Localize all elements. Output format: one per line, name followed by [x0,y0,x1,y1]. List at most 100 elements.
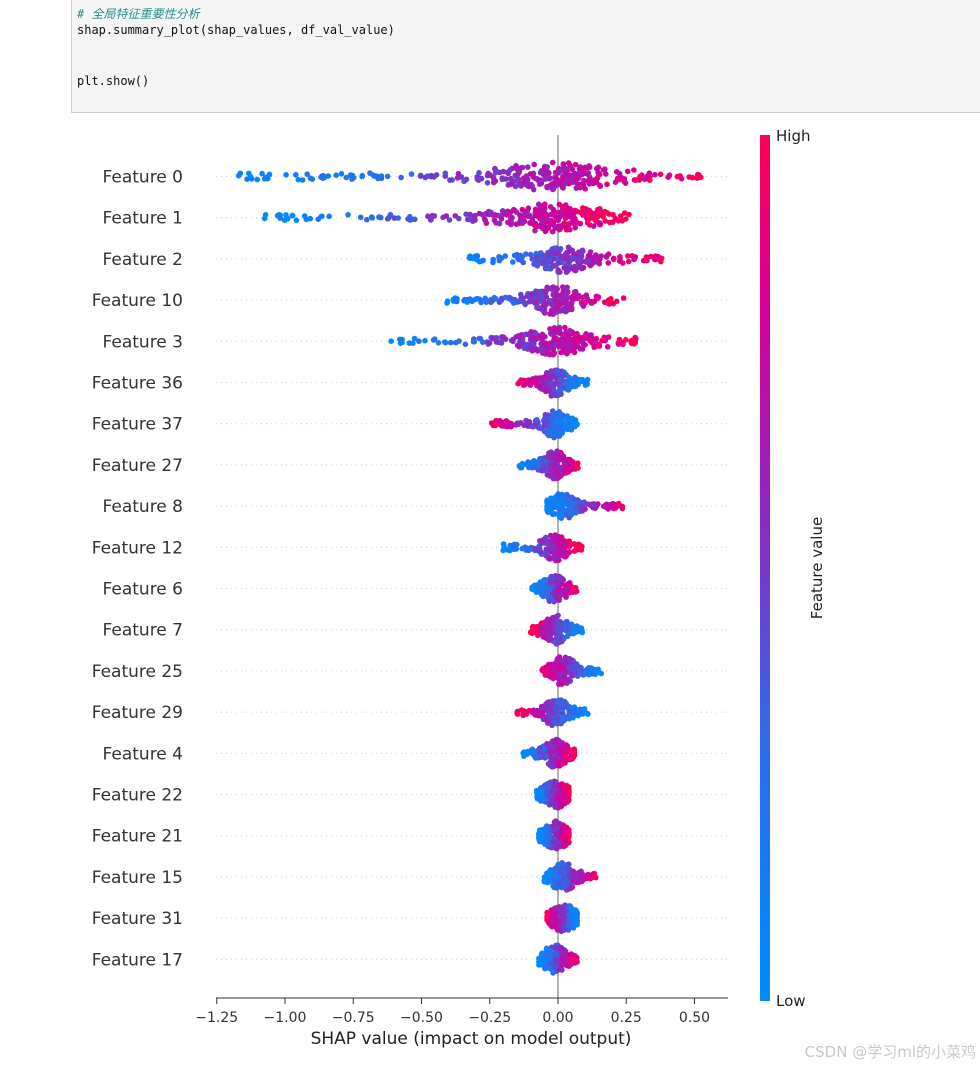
shap-point [543,534,549,541]
shap-point [521,345,528,351]
shap-point [493,296,499,302]
shap-point [568,885,574,891]
shap-point [516,343,522,350]
shap-point [557,465,563,472]
shap-point [562,380,568,387]
shap-point [548,788,555,795]
shap-point [544,184,551,191]
shap-point [472,296,478,303]
shap-point [565,333,571,339]
shap-point [527,251,534,258]
shap-point [564,586,570,592]
shap-point [550,511,556,518]
shap-point [244,176,250,182]
shap-point [573,176,579,183]
shap-point [585,501,592,508]
shap-point [357,214,364,221]
shap-point [535,463,542,470]
shap-point [561,927,567,933]
shap-point [551,350,558,356]
shap-point [395,215,402,221]
shap-point [557,618,563,625]
shap-point [488,209,494,216]
shap-point [499,334,505,340]
shap-point [537,456,543,462]
shap-point [539,584,546,591]
shap-point [411,335,418,342]
colorbar-title: Feature value [808,517,826,619]
shap-point [399,336,406,343]
shap-point [289,212,296,219]
shap-point [643,254,650,260]
shap-point [264,175,271,182]
x-tick-label: −0.75 [332,1010,375,1026]
shap-point [525,164,531,170]
shap-point [510,259,516,265]
shap-point [566,384,573,390]
shap-point [333,172,340,178]
shap-point [554,625,561,631]
shap-point [548,545,554,551]
shap-point [590,180,596,186]
shap-point [552,638,558,645]
watermark: CSDN @学习ml的小菜鸡 [804,1043,976,1061]
shap-point [553,250,560,257]
shap-point [591,215,597,221]
shap-point [235,172,242,179]
code-comment: # 全局特征重要性分析 [77,7,200,21]
shap-point [474,176,481,182]
shap-point [560,287,567,294]
shap-point [580,341,587,347]
shap-point [536,745,543,751]
shap-point [560,162,567,168]
shap-point [602,166,608,172]
shap-point [549,744,555,751]
shap-point [485,170,492,177]
shap-point [560,914,567,921]
feature-label: Feature 27 [92,456,183,476]
code-line-plt-show: plt.show() [77,74,150,88]
shap-point [547,298,553,304]
shap-point [566,210,572,216]
shap-point [557,269,563,275]
shap-point [585,258,591,264]
shap-point [532,546,539,552]
shap-point [547,311,553,317]
shap-point [548,749,554,755]
shap-point [527,171,534,177]
shap-point [539,620,545,626]
shap-point [505,547,511,553]
shap-point [405,216,411,222]
shap-point [539,950,545,957]
shap-point [554,956,561,963]
shap-point [435,340,442,346]
shap-point [259,170,265,177]
shap-point [553,614,559,620]
shap-point [480,257,487,264]
shap-point [553,469,560,475]
feature-label: Feature 25 [92,662,183,682]
shap-point [555,392,561,398]
shap-point [584,219,591,226]
shap-point [539,350,546,356]
shap-point [539,336,545,342]
shap-point [566,538,573,544]
shap-point [543,704,549,710]
shap-point [617,213,624,219]
shap-point [525,176,531,183]
code-cell[interactable]: # 全局特征重要性分析 shap.summary_plot(shap_value… [71,0,980,113]
shap-point [584,666,590,673]
shap-point [552,800,558,806]
shap-point [559,373,566,379]
shap-point [511,178,518,184]
shap-point [562,743,569,749]
shap-point [408,171,415,177]
shap-point [326,213,332,220]
shap-point [519,545,525,552]
shap-point [603,171,609,177]
shap-point [616,502,623,509]
shap-point [325,173,332,179]
feature-label: Feature 2 [103,250,183,270]
shap-point [484,180,491,186]
shap-point [447,177,453,183]
